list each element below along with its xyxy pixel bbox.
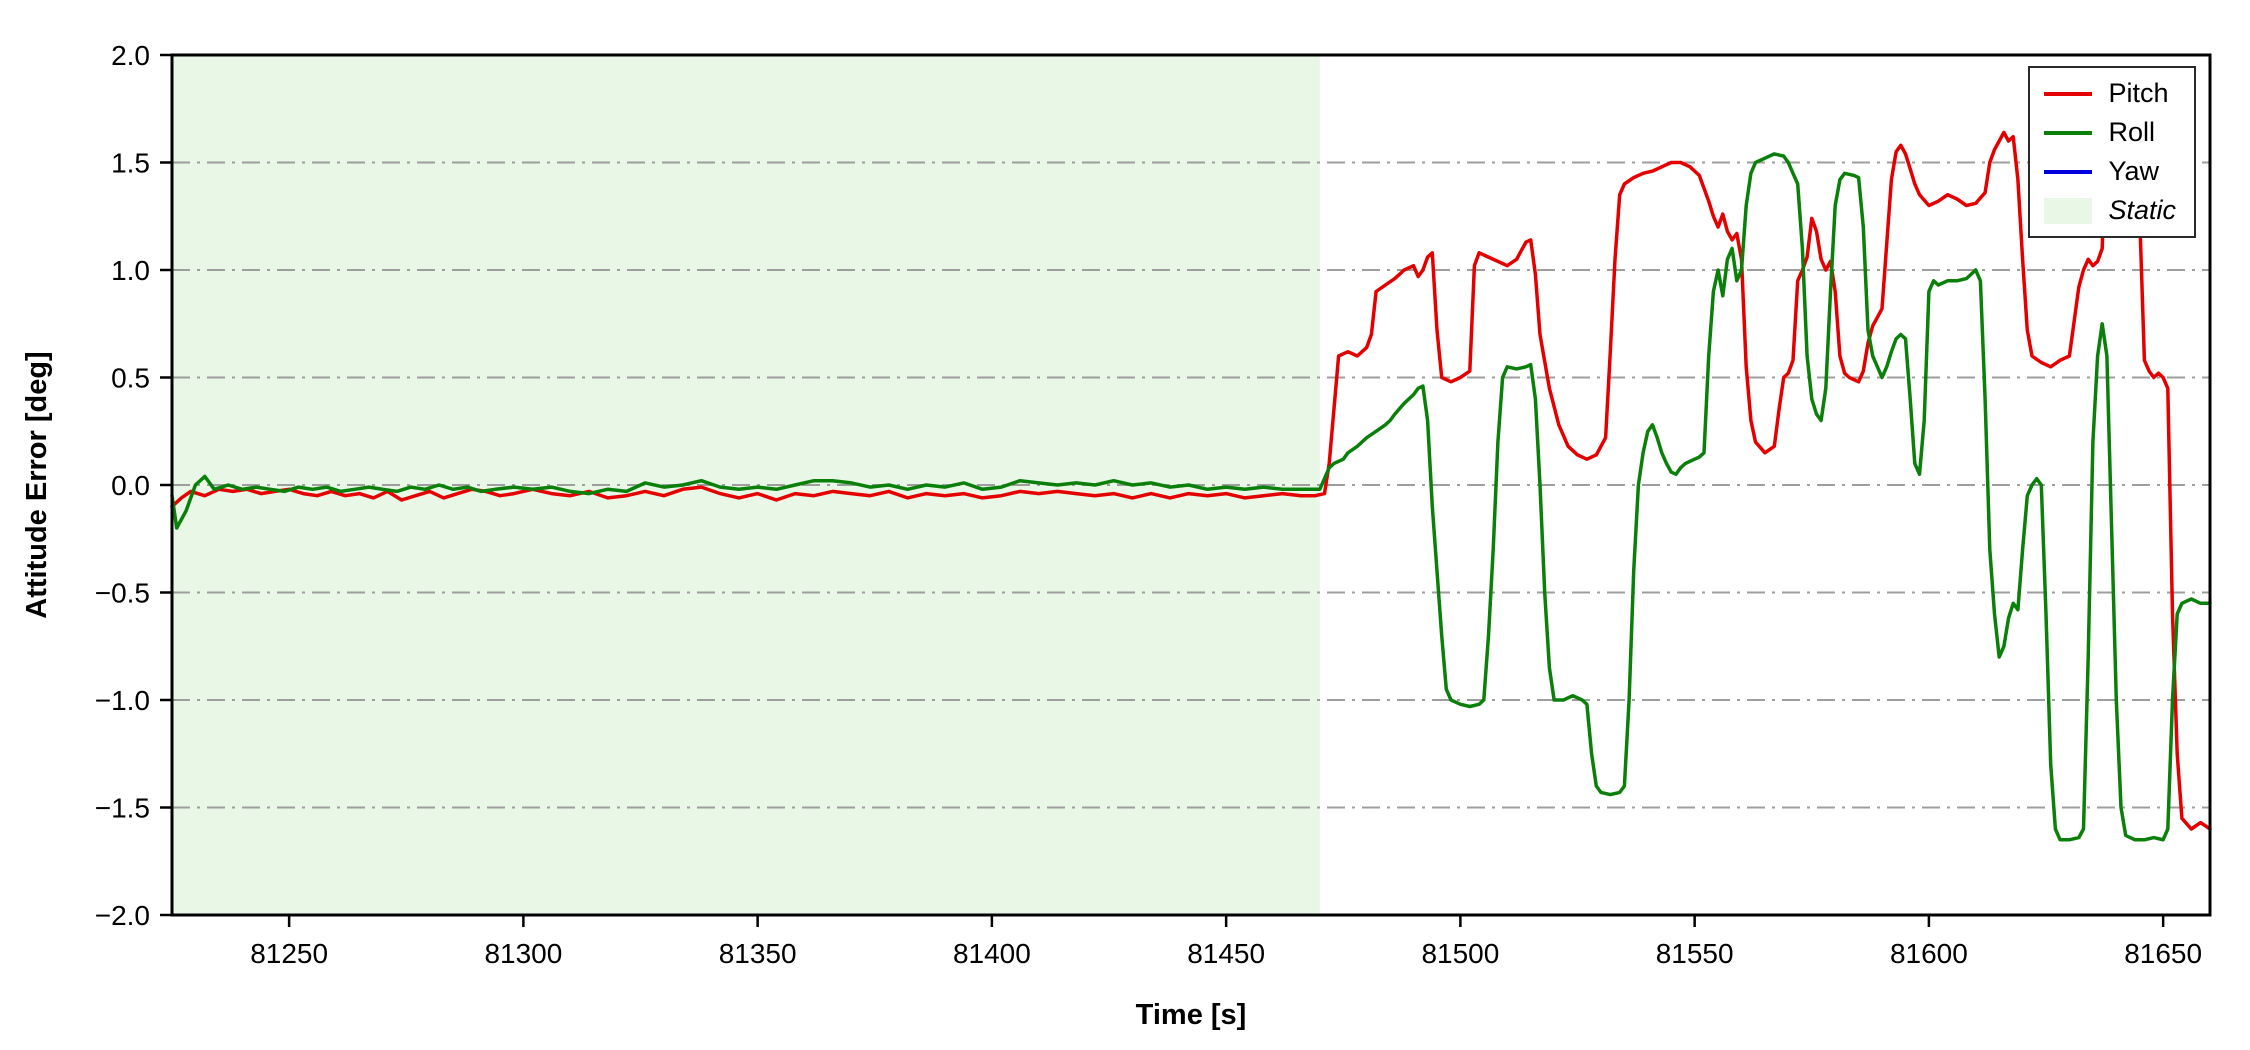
y-tick-label: 2.0	[111, 40, 150, 71]
static-legend-patch-swatch	[2044, 197, 2093, 224]
y-tick-label: −0.5	[95, 578, 150, 609]
legend-entry-static: Static	[2044, 195, 2176, 226]
yaw-legend-line-swatch	[2044, 169, 2093, 174]
legend-entry-roll: Roll	[2044, 117, 2176, 148]
y-axis-label: Attitude Error [deg]	[21, 351, 53, 618]
x-tick-label: 81350	[719, 938, 797, 969]
y-tick-label: −1.0	[95, 685, 150, 716]
x-axis-label: Time [s]	[1136, 999, 1247, 1031]
legend: Pitch Roll Yaw Static	[2028, 66, 2196, 239]
x-tick-label: 81300	[484, 938, 562, 969]
x-tick-label: 81600	[1890, 938, 1968, 969]
legend-entry-yaw: Yaw	[2044, 156, 2176, 187]
legend-label: Yaw	[2108, 156, 2159, 187]
y-tick-label: 1.0	[111, 255, 150, 286]
x-tick-label: 81250	[250, 938, 328, 969]
x-tick-label: 81400	[953, 938, 1031, 969]
x-tick-label: 81650	[2124, 938, 2202, 969]
x-tick-label: 81500	[1421, 938, 1499, 969]
pitch-legend-line-swatch	[2044, 91, 2093, 96]
roll-legend-line-swatch	[2044, 130, 2093, 135]
legend-label: Roll	[2108, 117, 2155, 148]
y-tick-label: 0.5	[111, 363, 150, 394]
roll-series-line	[170, 152, 2212, 842]
y-tick-label: 1.5	[111, 148, 150, 179]
legend-label: Pitch	[2108, 78, 2169, 108]
y-tick-label: −1.5	[95, 793, 150, 824]
x-tick-label: 81550	[1656, 938, 1734, 969]
legend-label: Static	[2108, 195, 2176, 226]
y-tick-label: −2.0	[95, 900, 150, 931]
pitch-series-line	[170, 85, 2212, 831]
legend-entry-pitch: Pitch	[2044, 78, 2176, 109]
y-tick-label: 0.0	[111, 470, 150, 501]
x-tick-label: 81450	[1187, 938, 1265, 969]
